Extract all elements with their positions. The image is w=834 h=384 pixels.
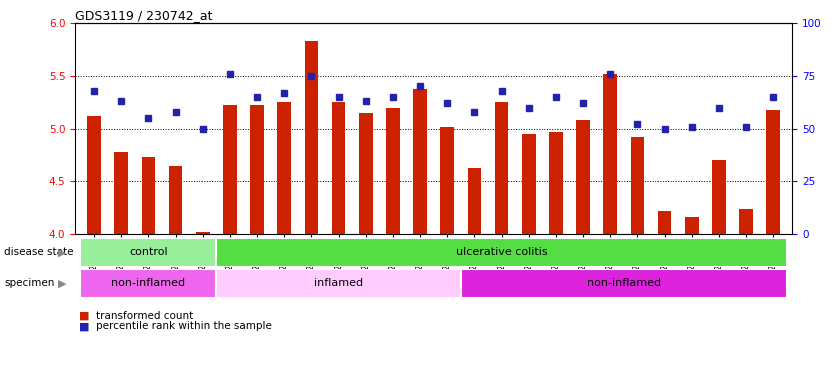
- Text: inflamed: inflamed: [314, 278, 363, 288]
- Text: ■: ■: [79, 321, 90, 331]
- Bar: [658, 211, 671, 234]
- Text: transformed count: transformed count: [96, 311, 193, 321]
- Bar: [114, 152, 128, 234]
- Text: percentile rank within the sample: percentile rank within the sample: [96, 321, 272, 331]
- Bar: [386, 108, 399, 234]
- Bar: [468, 168, 481, 234]
- Bar: [196, 232, 209, 234]
- Bar: [142, 157, 155, 234]
- Text: specimen: specimen: [4, 278, 54, 288]
- Bar: [81, 269, 216, 298]
- Text: ulcerative colitis: ulcerative colitis: [456, 247, 547, 258]
- Bar: [549, 132, 563, 234]
- Bar: [81, 238, 216, 267]
- Bar: [168, 166, 183, 234]
- Text: control: control: [129, 247, 168, 258]
- Bar: [332, 102, 345, 234]
- Bar: [461, 269, 786, 298]
- Bar: [712, 161, 726, 234]
- Text: GDS3119 / 230742_at: GDS3119 / 230742_at: [75, 9, 213, 22]
- Bar: [250, 106, 264, 234]
- Text: ■: ■: [79, 311, 90, 321]
- Text: non-inflamed: non-inflamed: [112, 278, 185, 288]
- Bar: [224, 106, 237, 234]
- Text: non-inflamed: non-inflamed: [587, 278, 661, 288]
- Text: ▶: ▶: [58, 247, 67, 258]
- Bar: [739, 209, 753, 234]
- Bar: [522, 134, 535, 234]
- Text: ▶: ▶: [58, 278, 67, 288]
- Bar: [304, 41, 319, 234]
- Bar: [216, 269, 461, 298]
- Bar: [414, 89, 427, 234]
- Bar: [495, 102, 509, 234]
- Bar: [88, 116, 101, 234]
- Bar: [278, 102, 291, 234]
- Text: disease state: disease state: [4, 247, 73, 258]
- Bar: [766, 110, 780, 234]
- Bar: [216, 238, 786, 267]
- Bar: [685, 217, 699, 234]
- Bar: [359, 113, 373, 234]
- Bar: [576, 120, 590, 234]
- Bar: [631, 137, 644, 234]
- Bar: [604, 74, 617, 234]
- Bar: [440, 127, 454, 234]
